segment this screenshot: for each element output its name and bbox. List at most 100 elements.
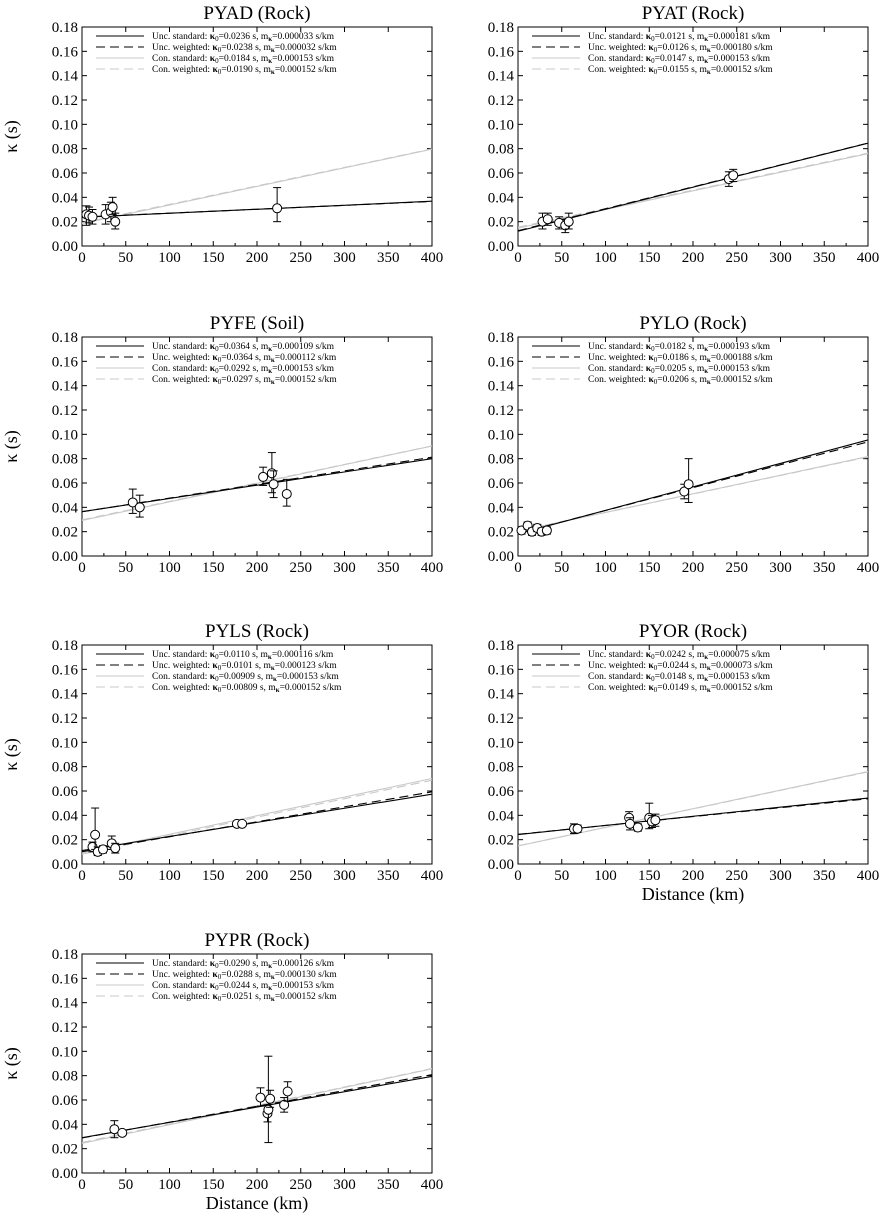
x-tick-label: 250 [290,868,313,884]
kappa-subscript: 0 [651,675,655,683]
x-tick-label: 50 [554,868,569,884]
y-tick-label: 0.14 [52,996,79,1012]
legend-sep: , m [259,375,272,385]
y-tick-label: 0.06 [52,166,79,182]
y-tick-label: 0.08 [52,142,78,158]
legend-series-name: Unc. standard [152,342,205,352]
m-subscript: κ [704,345,708,353]
legend-kappa0: 0.0297 s [227,375,260,385]
data-point [110,843,121,854]
data-point [279,1099,290,1110]
x-tick-label: 400 [421,560,444,576]
y-tick-label: 0.02 [488,833,514,849]
x-tick-label: 150 [638,560,661,576]
legend-series-name: Con. standard [152,672,205,682]
legend-entry: Con. standard: κ0=0.0147 s, mκ=0.000153 … [588,54,771,65]
legend-eq: = [272,959,277,969]
kappa-symbol: κ [210,364,216,374]
y-tick-label: 0.12 [52,1020,78,1036]
legend-eq: = [275,353,280,363]
x-tick-label: 0 [514,560,522,576]
legend-m: 0.000073 s/km [716,661,773,671]
legend-eq: = [655,672,660,682]
legend-eq: = [272,981,277,991]
legend-sep: , m [692,650,705,660]
legend-entry: Con. weighted: κ0=0.0297 s, mκ=0.000152 … [152,375,337,386]
legend-kappa-sym: : [205,959,210,969]
kappa-symbol: κ [210,672,216,682]
legend-series-name: Unc. standard [588,32,641,42]
x-tick-label: 200 [246,250,269,266]
y-tick-label: 0.04 [52,808,79,824]
kappa-symbol: κ [210,650,216,660]
m-subscript: κ [271,995,275,1003]
legend-kappa0: 0.0182 s [660,342,693,352]
fit-line-con-standard [518,153,868,229]
legend-series-name: Unc. weighted [588,43,644,53]
data-point [117,1127,128,1138]
m-subscript: κ [271,46,275,54]
fit-line-con-standard [82,445,432,522]
kappa-subscript: 0 [654,356,658,364]
data-point [90,829,101,840]
panel-title: PYFE (Soil) [210,313,305,334]
legend-eq: = [711,65,716,75]
legend-sep: , m [261,672,274,682]
kappa-subscript: 0 [651,57,655,65]
y-tick-label: 0.14 [488,379,515,395]
kappa-symbol: κ [648,65,654,75]
legend-eq: = [657,65,662,75]
fit-line-unc-weighted [518,142,868,232]
data-point [87,211,98,222]
legend-kappa0: 0.0292 s [224,364,257,374]
m-subscript: κ [707,68,711,76]
legend-eq: = [275,43,280,53]
kappa-subscript: 0 [218,686,222,694]
kappa-subscript: 0 [218,46,222,54]
y-tick-label: 0.16 [488,662,515,678]
legend-m: 0.000152 s/km [280,375,337,385]
fit-line-unc-standard [82,1075,432,1139]
x-tick-label: 350 [813,868,836,884]
m-subscript: κ [268,984,272,992]
legend-eq: = [219,672,224,682]
legend-kappa-sym: : [643,43,648,53]
m-subscript: κ [704,35,708,43]
kappa-subscript: 0 [218,356,222,364]
kappa-symbol: κ [646,650,652,660]
m-subscript: κ [268,962,272,970]
legend-kappa0: 0.0186 s [663,353,696,363]
y-tick-label: 0.12 [52,403,78,419]
m-subscript: κ [704,57,708,65]
m-subscript: κ [271,356,275,364]
legend-kappa0: 0.0251 s [227,992,260,1002]
legend-eq: = [272,32,277,42]
data-point [650,815,661,826]
legend-kappa0: 0.0238 s [227,43,260,53]
x-tick-label: 0 [78,250,86,266]
legend-kappa-sym: : [641,364,646,374]
y-tick-label: 0.04 [52,190,79,206]
y-tick-label: 0.00 [488,857,514,873]
x-tick-label: 200 [246,560,269,576]
m-subscript: κ [276,686,280,694]
kappa-symbol: κ [648,353,654,363]
legend-kappa0: 0.00909 s [224,672,261,682]
legend-sep: , m [256,54,269,64]
panel-title: PYAD (Rock) [203,3,310,24]
panel-4: PYLS (Rock)0 50 100 150 200 250 300 350 4000.000… [1,621,443,884]
legend-entry: Unc. standard: κ0=0.0242 s, mκ=0.000075 … [588,650,771,661]
x-tick-label: 100 [158,250,181,266]
fit-line-unc-standard [518,439,868,535]
legend-sep: , m [695,43,708,53]
fit-line-unc-weighted [82,200,432,218]
x-tick-label: 350 [813,250,836,266]
m-subscript: κ [268,35,272,43]
legend-entry: Unc. standard: κ0=0.0121 s, mκ=0.000181 … [588,32,771,43]
legend-m: 0.000152 s/km [716,65,773,75]
legend-kappa0: 0.0121 s [660,32,693,42]
x-tick-label: 50 [118,250,133,266]
y-tick-label: 0.00 [488,549,514,565]
legend-sep: , m [256,342,269,352]
